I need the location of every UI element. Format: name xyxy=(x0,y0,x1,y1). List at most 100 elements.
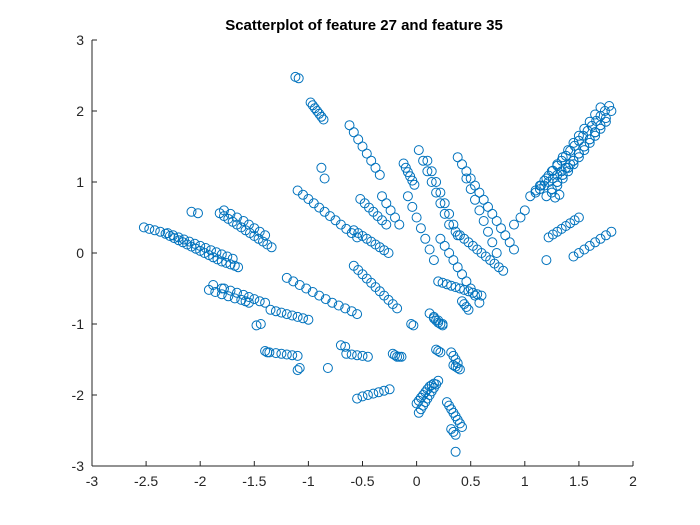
data-point xyxy=(276,307,287,318)
y-tick-label: 3 xyxy=(76,32,84,48)
data-point xyxy=(322,363,333,373)
data-point xyxy=(478,216,489,226)
data-point xyxy=(407,201,418,212)
data-point xyxy=(448,407,459,418)
data-point xyxy=(260,297,271,308)
data-point xyxy=(568,251,579,262)
data-point xyxy=(362,390,373,400)
data-point xyxy=(509,219,519,230)
data-point xyxy=(294,363,305,373)
data-point xyxy=(465,173,476,184)
data-point xyxy=(208,280,219,290)
data-point xyxy=(210,287,221,297)
data-point xyxy=(216,289,227,300)
data-point xyxy=(392,351,403,362)
data-point xyxy=(223,291,234,302)
data-point xyxy=(590,130,601,141)
data-point xyxy=(394,351,405,362)
data-point xyxy=(344,120,355,131)
data-point xyxy=(243,297,254,308)
data-point xyxy=(573,130,584,141)
data-point xyxy=(470,180,480,191)
data-point xyxy=(149,225,160,236)
data-point xyxy=(461,276,472,287)
data-point xyxy=(216,256,227,267)
data-point xyxy=(439,208,450,219)
data-point xyxy=(461,302,472,312)
data-point xyxy=(144,223,155,234)
data-point xyxy=(362,351,373,362)
data-point xyxy=(281,349,292,360)
data-point xyxy=(450,446,461,457)
data-point xyxy=(298,313,308,324)
data-point xyxy=(281,272,292,283)
data-point xyxy=(303,314,314,325)
data-point xyxy=(584,137,595,148)
data-point xyxy=(573,248,584,258)
data-point xyxy=(437,320,448,331)
data-point xyxy=(444,208,455,219)
data-point xyxy=(461,173,472,184)
data-point xyxy=(465,283,476,294)
data-point xyxy=(446,280,457,291)
x-tick-label: -0.5 xyxy=(350,473,374,489)
data-point xyxy=(251,320,262,331)
data-point xyxy=(428,255,439,266)
data-point xyxy=(233,262,244,273)
data-point xyxy=(431,177,442,187)
data-point xyxy=(446,424,457,435)
data-point xyxy=(357,141,368,152)
data-point xyxy=(340,303,351,314)
data-point xyxy=(546,166,557,177)
data-point xyxy=(381,219,392,230)
data-point xyxy=(390,350,400,361)
data-point xyxy=(396,351,407,362)
x-tick-label: -1.5 xyxy=(242,473,266,489)
y-tick-label: -2 xyxy=(72,387,85,403)
data-point xyxy=(406,319,417,329)
data-point xyxy=(563,145,574,156)
data-point xyxy=(422,155,433,166)
data-point xyxy=(422,166,433,177)
x-tick-label: -3 xyxy=(86,473,99,489)
data-point xyxy=(444,248,455,258)
data-point xyxy=(216,249,227,260)
data-point xyxy=(301,283,312,294)
data-point xyxy=(287,310,298,321)
data-point xyxy=(491,216,502,226)
data-point xyxy=(435,347,446,358)
x-tick-label: -2 xyxy=(194,473,207,489)
data-point xyxy=(590,109,601,120)
data-point xyxy=(225,208,236,219)
data-point xyxy=(595,102,606,113)
data-point xyxy=(568,155,579,166)
data-point xyxy=(357,391,368,402)
data-point xyxy=(444,219,455,230)
data-point xyxy=(426,386,437,397)
data-point xyxy=(288,276,299,287)
data-point xyxy=(448,426,459,437)
data-point xyxy=(357,350,368,361)
data-point xyxy=(509,244,519,255)
data-point xyxy=(457,422,467,432)
data-point xyxy=(515,212,526,223)
data-point xyxy=(314,290,325,301)
data-point xyxy=(590,127,601,138)
data-point xyxy=(236,294,247,305)
marker-layer xyxy=(138,71,617,457)
data-point xyxy=(370,162,381,173)
data-point xyxy=(186,206,197,217)
data-point xyxy=(352,309,363,320)
data-point xyxy=(452,262,463,273)
data-point xyxy=(179,234,189,245)
data-point xyxy=(348,127,359,138)
data-point xyxy=(232,287,242,298)
data-point xyxy=(546,187,557,198)
data-point xyxy=(238,216,249,226)
data-point xyxy=(222,251,233,262)
data-point xyxy=(476,290,487,301)
data-point xyxy=(426,166,437,177)
data-point xyxy=(441,279,452,290)
data-point xyxy=(318,114,329,125)
